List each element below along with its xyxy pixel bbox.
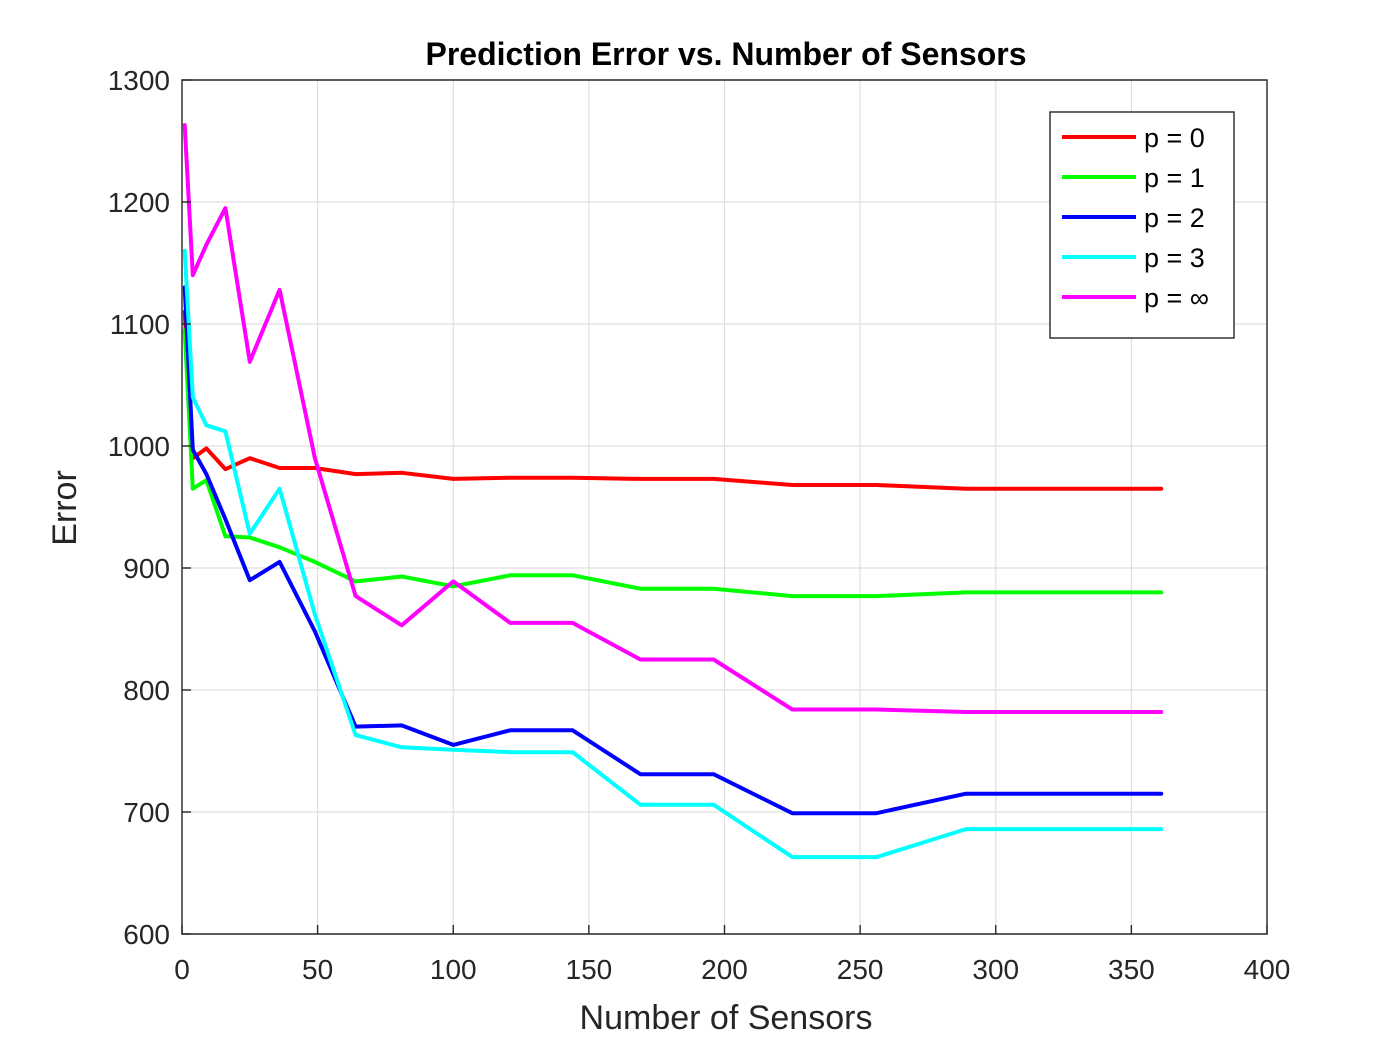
- x-tick-label: 0: [174, 954, 190, 985]
- series-line-1: [182, 309, 1164, 491]
- y-axis-ticks: 600 700 800 900 1000 1100 1200 1300: [108, 65, 191, 950]
- y-tick-label: 1200: [108, 187, 170, 218]
- x-tick-label: 50: [302, 954, 333, 985]
- y-tick-label: 800: [123, 675, 170, 706]
- legend-label-2: p = 1: [1144, 163, 1205, 193]
- x-tick-label: 300: [972, 954, 1019, 985]
- y-axis-label: Error: [46, 470, 84, 546]
- legend-label-1: p = 0: [1144, 123, 1205, 153]
- x-tick-label: 350: [1108, 954, 1155, 985]
- series-lines: [182, 123, 1164, 860]
- x-tick-label: 400: [1244, 954, 1291, 985]
- x-axis-ticks: 0 50 100 150 200 250 300 350 400: [174, 925, 1290, 985]
- chart-title: Prediction Error vs. Number of Sensors: [425, 36, 1026, 72]
- legend-label-4: p = 3: [1144, 243, 1205, 273]
- y-tick-label: 1100: [110, 309, 170, 340]
- x-tick-label: 200: [701, 954, 748, 985]
- x-tick-label: 250: [837, 954, 884, 985]
- y-tick-label: 1000: [108, 431, 170, 462]
- x-tick-label: 150: [566, 954, 613, 985]
- legend-label-5: p = ∞: [1144, 283, 1209, 313]
- y-tick-label: 600: [123, 919, 170, 950]
- y-tick-label: 700: [123, 797, 170, 828]
- series-line-3: [182, 285, 1164, 816]
- series-line-4: [182, 248, 1164, 860]
- legend-box: [1049, 111, 1235, 339]
- series-line-5: [182, 123, 1164, 714]
- y-tick-label: 900: [123, 553, 170, 584]
- legend: p = 0 p = 1 p = 2 p = 3 p = ∞: [1049, 111, 1235, 339]
- legend-label-3: p = 2: [1144, 203, 1205, 233]
- x-tick-label: 100: [430, 954, 477, 985]
- y-tick-label: 1300: [108, 65, 170, 96]
- x-axis-label: Number of Sensors: [580, 999, 873, 1037]
- series-line-2: [182, 328, 1164, 599]
